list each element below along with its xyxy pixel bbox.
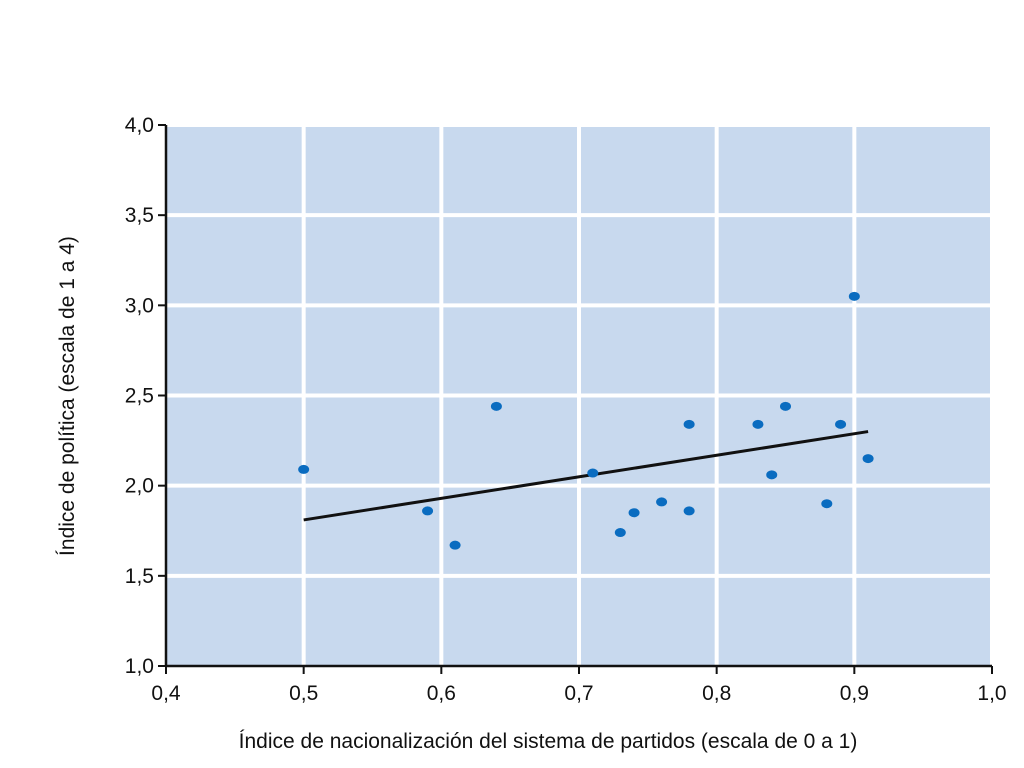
x-tick-label: 0,8 bbox=[702, 682, 731, 705]
grid-lines bbox=[166, 123, 994, 666]
data-point bbox=[490, 401, 502, 411]
y-tick-label: 1,0 bbox=[125, 655, 154, 678]
y-axis-title: Índice de política (escala de 1 a 4) bbox=[56, 236, 79, 556]
trend-line bbox=[303, 430, 869, 522]
x-tick-label: 0,4 bbox=[151, 682, 181, 705]
data-point bbox=[298, 464, 310, 474]
data-point bbox=[780, 401, 791, 411]
tick-labels: 1,0 1,5 2,0 2,5 3,0 3,5 4,0 0,4 0,5 0,6 0,7 0,8 0,9 1… bbox=[125, 114, 1007, 705]
data-point bbox=[449, 540, 461, 550]
trend-line-layer bbox=[303, 430, 869, 522]
x-tick-label: 0,6 bbox=[427, 682, 456, 705]
data-point bbox=[752, 419, 764, 429]
x-tick-label: 1,0 bbox=[977, 682, 1006, 705]
data-point bbox=[656, 497, 668, 507]
data-points bbox=[298, 291, 874, 550]
data-point bbox=[862, 454, 874, 464]
data-point bbox=[422, 506, 434, 516]
data-point bbox=[848, 291, 860, 301]
data-point bbox=[587, 468, 599, 478]
y-tick-label: 2,0 bbox=[125, 475, 154, 498]
y-tick-label: 2,5 bbox=[125, 385, 154, 408]
data-point bbox=[614, 528, 626, 538]
data-point bbox=[821, 499, 833, 509]
y-tick-label: 3,0 bbox=[125, 294, 154, 317]
x-tick-label: 0,9 bbox=[840, 682, 869, 705]
data-point bbox=[835, 419, 847, 429]
x-tick-label: 0,7 bbox=[564, 682, 593, 705]
data-point bbox=[683, 506, 695, 516]
x-tick-label: 0,5 bbox=[289, 682, 318, 705]
axes bbox=[158, 124, 993, 674]
data-point bbox=[766, 470, 778, 480]
y-tick-label: 4,0 bbox=[125, 114, 154, 137]
data-point bbox=[683, 419, 695, 429]
y-tick-label: 3,5 bbox=[125, 204, 154, 227]
data-point bbox=[628, 508, 640, 518]
x-axis-title: Índice de nacionalización del sistema de… bbox=[239, 730, 858, 753]
y-tick-label: 1,5 bbox=[125, 565, 154, 588]
